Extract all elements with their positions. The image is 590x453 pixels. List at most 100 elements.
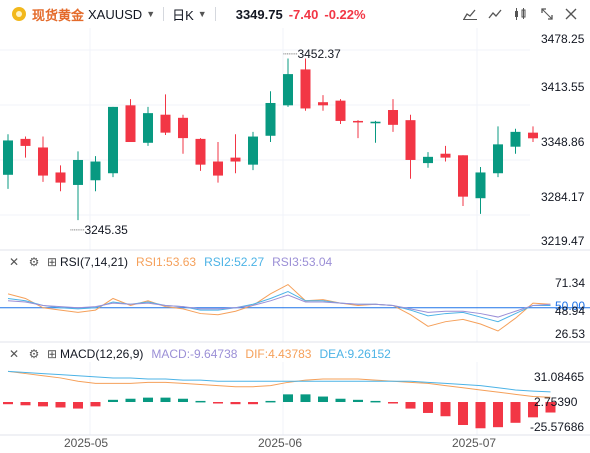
macd-bar [73, 402, 83, 409]
candle-body [213, 161, 223, 176]
candle-body [528, 132, 538, 139]
macd-bar [248, 402, 258, 405]
expand-icon[interactable]: ⊞ [46, 255, 58, 269]
symbol-code[interactable]: XAUUSD [88, 6, 143, 22]
candle-body [440, 153, 451, 158]
rsi-axis-label: 50.00 [555, 299, 586, 313]
price-axis-label: 3284.17 [541, 190, 585, 204]
macd-bar [353, 399, 363, 403]
macd-axis-label: 2.75390 [534, 395, 578, 409]
macd-value: MACD:-9.64738 [151, 347, 238, 361]
macd-bar [108, 399, 118, 403]
low-dots: ┈┈ [70, 223, 85, 237]
candle-body [423, 156, 433, 164]
candle-body [388, 110, 398, 125]
macd-bar [545, 402, 556, 413]
macd-bar [283, 394, 293, 403]
macd-bar [510, 402, 521, 423]
rsi-legend: ✕ ⚙ ⊞ RSI(7,14,21) RSI1:53.63 RSI2:52.27… [0, 254, 332, 270]
macd-bar [20, 402, 31, 406]
macd-bar [195, 400, 206, 403]
timeframe-chevron-icon[interactable]: ▼ [197, 9, 207, 19]
candlestick-icon[interactable] [511, 6, 529, 22]
rsi-title: RSI(7,14,21) [60, 255, 129, 269]
collapse-icon[interactable]: ✕ [8, 347, 20, 361]
expand-icon[interactable]: ⊞ [46, 347, 58, 361]
macd-bar [528, 402, 538, 418]
candle-body [38, 147, 48, 176]
low-annotation: ┈┈3245.35 [70, 223, 128, 237]
settings-icon[interactable]: ⚙ [28, 347, 40, 361]
dif-line [7, 370, 551, 398]
candle-body [283, 74, 293, 106]
macd-bar [370, 400, 381, 403]
candle-body [248, 136, 258, 165]
candle-body [370, 121, 381, 124]
candle-body [160, 114, 171, 133]
macd-bar [178, 398, 188, 403]
macd-bar [55, 402, 66, 408]
candle-body [405, 120, 416, 160]
macd-bar [160, 397, 171, 403]
candle-body [353, 120, 363, 123]
macd-bar [38, 402, 48, 407]
macd-bar [493, 402, 503, 428]
close-icon[interactable] [562, 6, 580, 22]
macd-bar [318, 396, 328, 403]
gold-coin-icon [12, 7, 26, 21]
macd-bar [388, 402, 398, 404]
macd-bar [440, 402, 451, 417]
candle-body [493, 144, 503, 174]
rsi3-value: RSI3:53.04 [272, 255, 333, 269]
candle-body [300, 69, 311, 109]
price-axis-label: 3478.25 [541, 32, 585, 46]
rsi-axis-label: 71.34 [555, 276, 586, 290]
candle-body [3, 140, 13, 175]
high-dots: ┈┈ [283, 47, 298, 61]
macd-bar [458, 402, 468, 425]
candle-body [195, 138, 206, 165]
macd-axis-label: 31.08465 [534, 370, 585, 384]
price-axis-label: 3413.55 [541, 80, 585, 94]
candle-body [55, 172, 66, 183]
collapse-icon[interactable]: ✕ [8, 255, 20, 269]
macd-bar [143, 397, 153, 403]
macd-bar [230, 402, 241, 405]
high-annotation: ┈┈3452.37 [283, 47, 341, 61]
candle-body [475, 172, 486, 199]
candle-body [265, 102, 276, 136]
macd-bar [405, 402, 416, 409]
chevron-down-icon[interactable]: ▼ [146, 9, 156, 19]
area-chart-icon[interactable] [461, 6, 479, 22]
candle-body [458, 155, 468, 197]
candle-body [20, 138, 31, 146]
symbol-name[interactable]: 现货黄金 [32, 7, 85, 23]
low-value: 3245.35 [84, 223, 128, 237]
high-value: 3452.37 [297, 47, 341, 61]
candle-body [90, 161, 101, 181]
dea-value: DEA:9.26152 [319, 347, 391, 361]
macd-bar [3, 402, 13, 405]
line-chart-icon[interactable] [486, 6, 504, 22]
rsi2-value: RSI2:52.27 [204, 255, 265, 269]
candle-body [318, 102, 328, 106]
price-change-pct: -0.22% [324, 6, 366, 22]
fullscreen-icon[interactable] [538, 6, 556, 22]
candle-body [108, 106, 118, 174]
macd-bar [125, 398, 136, 403]
time-axis-label: 2025-05 [64, 436, 109, 450]
divider [163, 7, 165, 21]
rsi2-line [7, 290, 551, 323]
macd-bar [335, 398, 346, 403]
candle-body [143, 113, 153, 143]
macd-bar [90, 402, 101, 407]
macd-bar [300, 394, 311, 403]
settings-icon[interactable]: ⚙ [28, 255, 40, 269]
header-bar: 现货黄金 XAUUSD ▼ 日K ▼ 3349.75 -7.40 -0.22% [0, 0, 590, 28]
candle-body [125, 105, 136, 143]
timeframe-selector[interactable]: 日K [172, 7, 194, 23]
dea-line [7, 370, 551, 393]
rsi1-line [7, 283, 551, 332]
